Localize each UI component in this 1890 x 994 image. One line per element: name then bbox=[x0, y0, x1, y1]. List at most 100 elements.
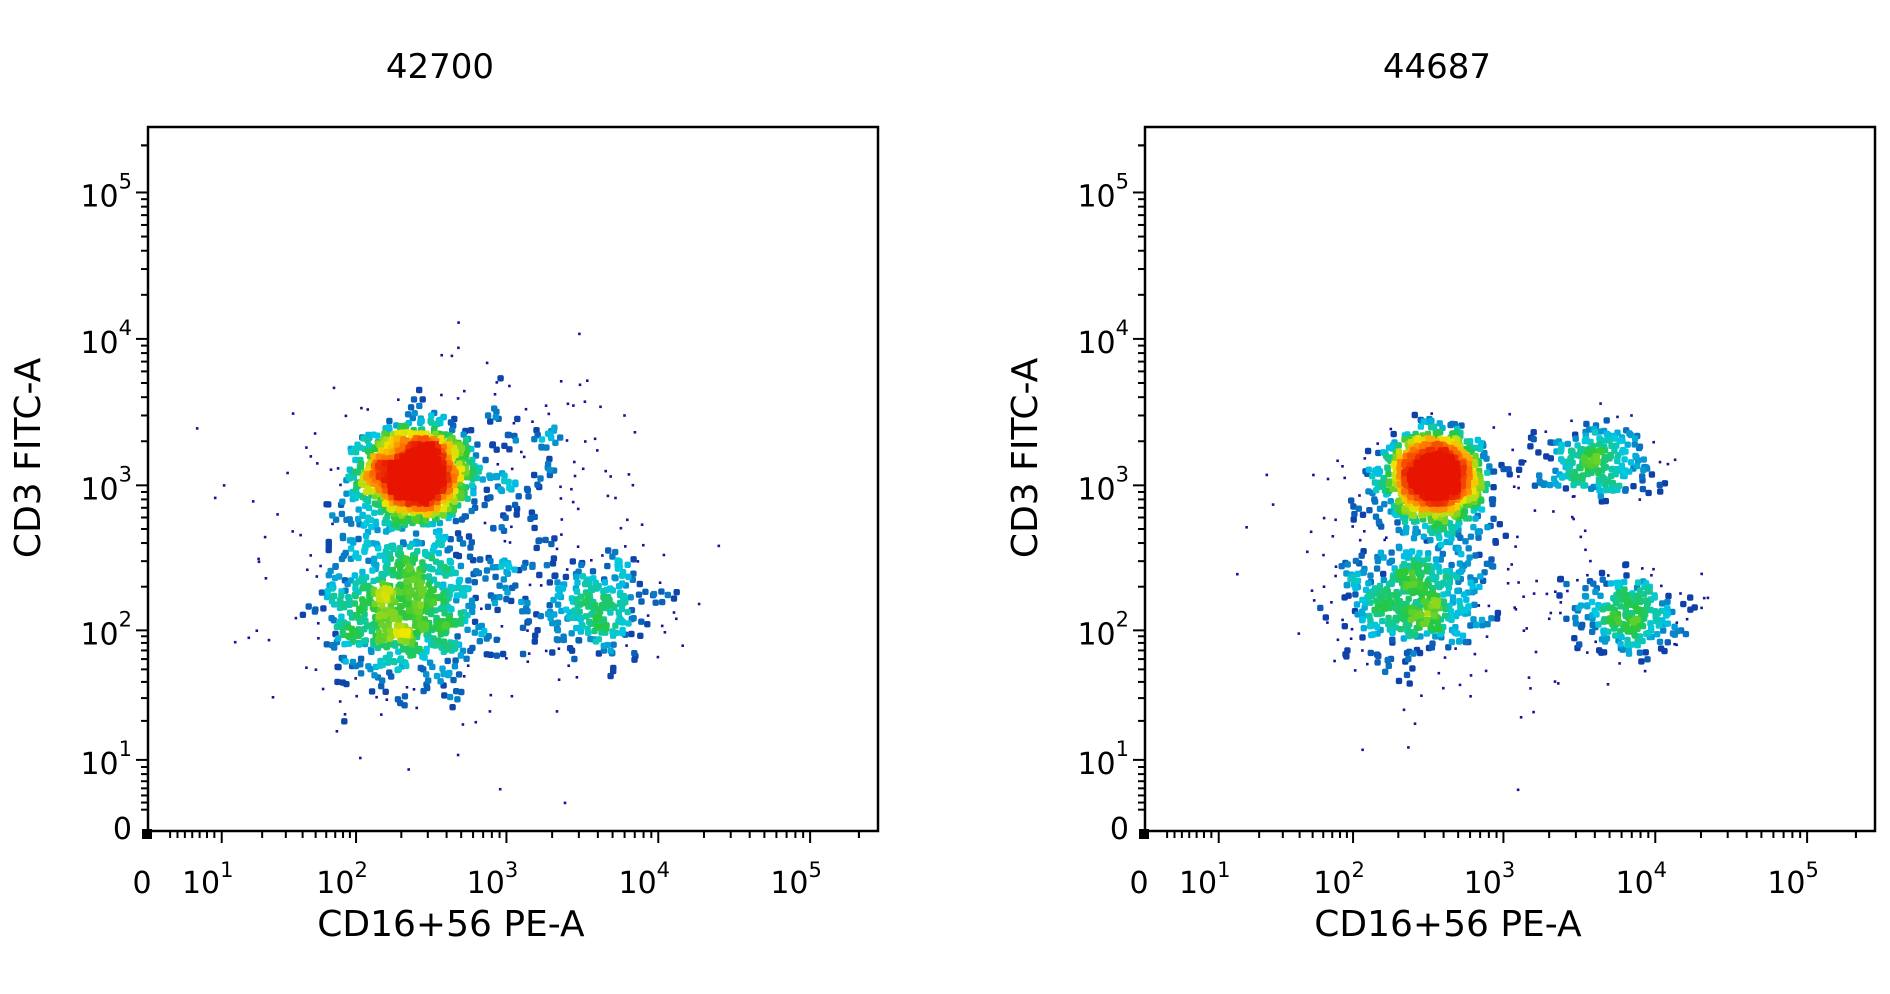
data-point bbox=[546, 466, 553, 474]
data-point bbox=[1433, 574, 1440, 581]
data-point bbox=[1385, 614, 1392, 622]
data-point bbox=[1655, 609, 1662, 616]
data-point bbox=[526, 629, 529, 632]
data-point bbox=[1350, 503, 1357, 510]
data-point bbox=[1596, 647, 1603, 654]
data-point bbox=[573, 573, 580, 581]
data-point bbox=[445, 644, 452, 651]
data-point bbox=[571, 500, 575, 504]
data-point bbox=[1431, 506, 1438, 513]
data-point bbox=[1618, 633, 1625, 641]
data-point bbox=[534, 627, 541, 634]
data-point bbox=[1460, 591, 1468, 598]
data-point bbox=[393, 488, 400, 495]
data-point bbox=[1584, 548, 1587, 552]
data-point bbox=[392, 642, 399, 649]
data-point bbox=[444, 657, 451, 665]
data-point bbox=[1595, 447, 1603, 455]
data-point bbox=[1632, 603, 1639, 610]
data-point bbox=[481, 501, 488, 509]
tick-base: 0 bbox=[132, 866, 151, 901]
tick-exponent: 1 bbox=[119, 737, 132, 761]
data-point bbox=[415, 706, 418, 710]
data-point bbox=[536, 571, 543, 579]
data-point bbox=[1447, 421, 1454, 429]
data-point bbox=[673, 589, 680, 596]
y-tick-label: 0 bbox=[113, 812, 132, 847]
data-point bbox=[305, 446, 308, 449]
data-point bbox=[499, 650, 507, 658]
data-point bbox=[457, 474, 464, 481]
data-point bbox=[453, 688, 460, 695]
tick-exponent: 3 bbox=[119, 462, 132, 486]
data-point bbox=[338, 592, 345, 599]
data-point bbox=[1395, 607, 1402, 615]
data-point bbox=[338, 510, 346, 518]
data-point bbox=[1271, 503, 1275, 506]
data-point bbox=[1486, 463, 1493, 470]
data-point bbox=[1514, 545, 1517, 548]
data-point bbox=[1545, 592, 1549, 596]
data-point bbox=[329, 593, 336, 600]
data-point bbox=[445, 615, 452, 623]
data-point bbox=[1402, 529, 1409, 536]
data-point bbox=[1652, 567, 1655, 571]
data-point bbox=[1412, 525, 1419, 532]
data-point bbox=[427, 476, 434, 484]
data-point bbox=[1420, 533, 1427, 540]
data-point bbox=[489, 442, 496, 449]
data-point bbox=[1675, 643, 1678, 647]
data-point bbox=[413, 475, 420, 482]
data-point bbox=[1385, 536, 1388, 539]
tick-base: 10 bbox=[316, 866, 354, 901]
data-point bbox=[491, 599, 499, 607]
data-point bbox=[578, 332, 581, 336]
data-point bbox=[1403, 671, 1411, 679]
data-point bbox=[264, 577, 268, 580]
data-point bbox=[1685, 617, 1689, 621]
data-point bbox=[1437, 541, 1445, 548]
data-point bbox=[1411, 632, 1418, 639]
data-point bbox=[650, 590, 658, 598]
data-point bbox=[412, 517, 420, 524]
data-point bbox=[1511, 448, 1514, 452]
data-point bbox=[1484, 481, 1491, 488]
data-point bbox=[483, 635, 490, 642]
data-point bbox=[681, 644, 684, 647]
data-point bbox=[1428, 529, 1436, 537]
data-point bbox=[1624, 592, 1631, 599]
data-point bbox=[522, 605, 530, 612]
data-point bbox=[1322, 516, 1326, 520]
data-point bbox=[1464, 482, 1472, 489]
data-point bbox=[467, 427, 475, 434]
data-point bbox=[440, 414, 447, 421]
data-point bbox=[1541, 480, 1548, 487]
data-point bbox=[487, 651, 494, 658]
data-point bbox=[630, 570, 637, 577]
data-point bbox=[1508, 412, 1511, 416]
data-point bbox=[364, 498, 372, 505]
data-point bbox=[320, 605, 327, 612]
data-point bbox=[468, 539, 475, 546]
data-point bbox=[357, 460, 365, 467]
data-point bbox=[553, 636, 561, 643]
data-point bbox=[503, 539, 507, 543]
data-point bbox=[1416, 649, 1424, 657]
data-point bbox=[349, 658, 357, 666]
data-point bbox=[1395, 442, 1402, 449]
data-point bbox=[616, 614, 623, 622]
data-point bbox=[1650, 574, 1653, 577]
data-point bbox=[1588, 598, 1596, 606]
data-point bbox=[612, 548, 619, 556]
tick-exponent: 1 bbox=[220, 858, 233, 882]
data-point bbox=[1440, 524, 1447, 531]
data-point bbox=[452, 618, 459, 625]
data-point bbox=[1506, 471, 1513, 478]
data-point bbox=[1403, 549, 1410, 556]
data-point bbox=[441, 692, 448, 699]
data-point bbox=[614, 496, 617, 500]
data-point bbox=[1593, 458, 1600, 465]
data-point bbox=[551, 572, 558, 580]
data-point bbox=[1394, 519, 1401, 526]
data-point bbox=[508, 541, 512, 544]
